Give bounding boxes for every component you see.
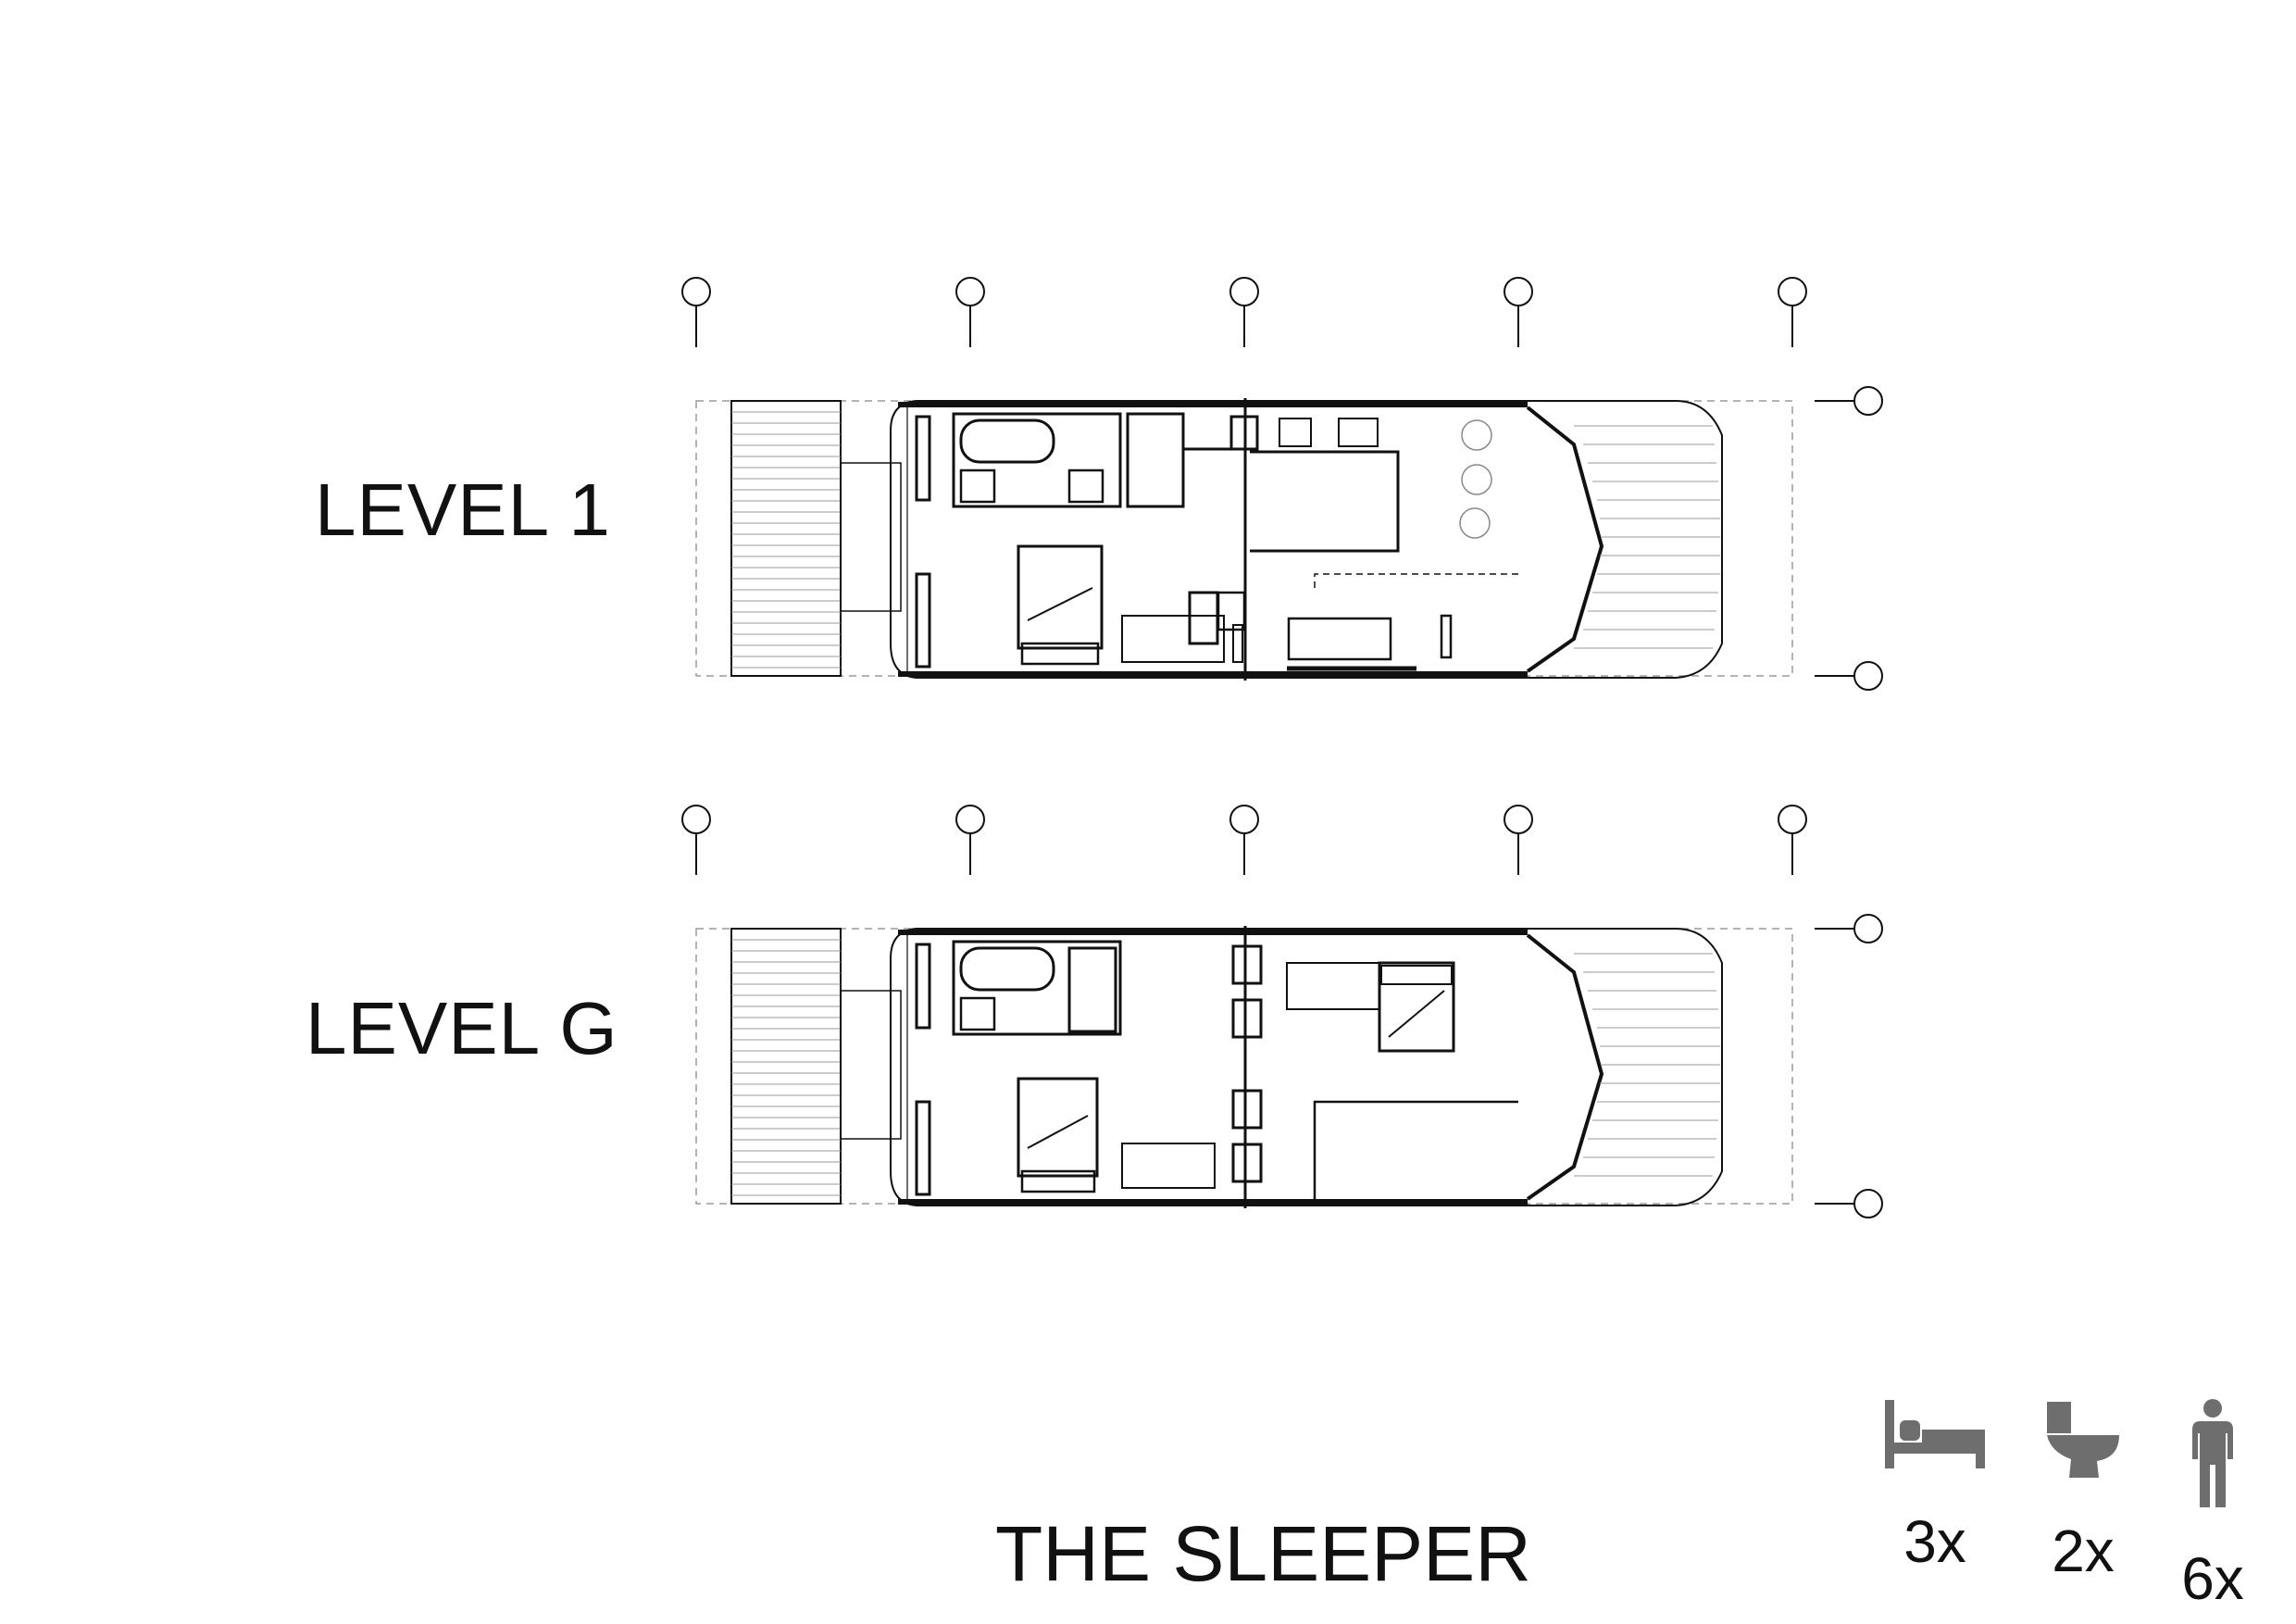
occupant-stat: 6x	[2148, 1398, 2277, 1613]
grid-markers-right	[1815, 914, 1883, 1218]
level-g-plan-drawing	[681, 805, 1883, 1218]
toilet-count: 2x	[2052, 1518, 2115, 1584]
bed-icon	[1885, 1400, 1985, 1468]
grid-markers-top	[681, 277, 1807, 347]
level-g-label: LEVEL G	[306, 987, 618, 1069]
bedroom-count: 3x	[1903, 1508, 1966, 1575]
grid-markers-right	[1815, 386, 1883, 691]
level-1-plan-drawing	[681, 277, 1883, 691]
occupant-count: 6x	[2181, 1545, 2244, 1612]
bedroom-stat: 3x	[1870, 1398, 2000, 1576]
plan-title: THE SLEEPER	[995, 1510, 1531, 1597]
level-g-floor-plan	[648, 796, 1926, 1278]
toilet-stat: 2x	[2018, 1398, 2148, 1585]
toilet-icon	[2047, 1402, 2119, 1478]
grid-markers-top	[681, 805, 1807, 875]
level-1-label: LEVEL 1	[315, 468, 611, 551]
level-1-floor-plan	[648, 269, 1926, 750]
person-icon	[2192, 1399, 2233, 1507]
